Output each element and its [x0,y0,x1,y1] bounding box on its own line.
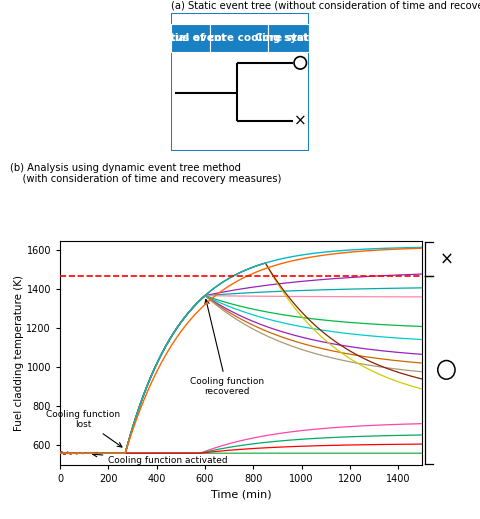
Text: Cooling function activated: Cooling function activated [93,452,228,465]
Bar [268,24,309,52]
Text: (a) Static event tree (without consideration of time and recovery measures): (a) Static event tree (without considera… [171,1,480,11]
Text: Core status: Core status [255,33,322,43]
Text: Status of core cooling system: Status of core cooling system [151,33,326,43]
Text: (b) Analysis using dynamic event tree method
    (with consideration of time and: (b) Analysis using dynamic event tree me… [10,162,281,184]
Text: Cooling function
lost: Cooling function lost [46,410,122,447]
Text: ×: × [440,250,453,268]
Text: Initial event: Initial event [155,33,226,43]
X-axis label: Time (min): Time (min) [211,489,272,499]
Y-axis label: Fuel cladding temperature (K): Fuel cladding temperature (K) [13,275,24,431]
Bar [210,24,268,52]
Text: Cooling function
recovered: Cooling function recovered [190,299,264,397]
Bar [171,24,210,52]
Text: ×: × [294,114,307,129]
